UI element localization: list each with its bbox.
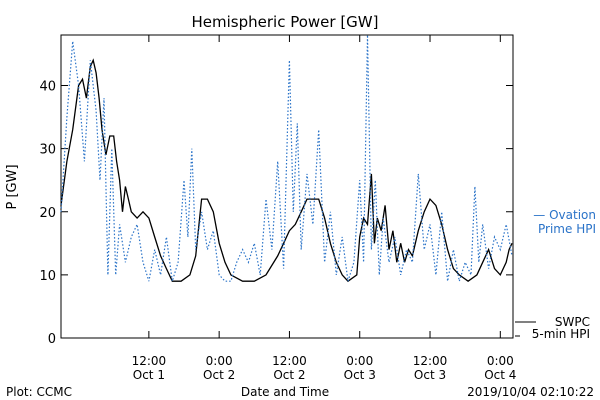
y-tick-label-10: 10 (39, 269, 56, 284)
x-tick-time-5: 0:00 (487, 354, 514, 368)
y-axis-label: P [GW] (5, 164, 20, 209)
x-tick-date-1: Oct 2 (203, 368, 235, 382)
x-axis-label: Date and Time (241, 385, 329, 399)
y-axis: 0 10 20 30 40 (39, 80, 513, 347)
x-tick-date-5: Oct 4 (484, 368, 516, 382)
x-tick-time-3: 0:00 (346, 354, 373, 368)
chart-title: Hemispheric Power [GW] (192, 13, 379, 31)
y-tick-label-30: 30 (39, 143, 56, 158)
plot-frame (60, 34, 514, 339)
legend-ovation-line2: Prime HPI (538, 222, 596, 236)
footer-timestamp: 2019/10/04 02:10:22 (467, 385, 594, 399)
legend-ovation-line1: — Ovation (533, 208, 596, 222)
series-line-swpc (60, 58, 513, 283)
x-tick-time-2: 12:00 (272, 354, 307, 368)
legend-swpc-line1: SWPC (555, 315, 590, 329)
x-tick-time-0: 12:00 (132, 354, 167, 368)
series-line-ovation (60, 34, 513, 282)
y-tick-label-0: 0 (48, 332, 56, 347)
y-tick-label-20: 20 (39, 206, 56, 221)
x-tick-date-3: Oct 3 (344, 368, 376, 382)
x-tick-date-0: Oct 1 (133, 368, 165, 382)
y-tick-label-40: 40 (39, 80, 56, 95)
x-tick-date-2: Oct 2 (273, 368, 305, 382)
series-layer (60, 34, 513, 283)
footer-plot-source: Plot: CCMC (6, 385, 72, 399)
x-tick-time-1: 0:00 (206, 354, 233, 368)
legend-swpc-line2: 5-min HPI (532, 327, 590, 341)
x-tick-time-4: 12:00 (413, 354, 448, 368)
x-tick-date-4: Oct 3 (414, 368, 446, 382)
legend: — Ovation Prime HPI SWPC 5-min HPI (515, 208, 596, 341)
